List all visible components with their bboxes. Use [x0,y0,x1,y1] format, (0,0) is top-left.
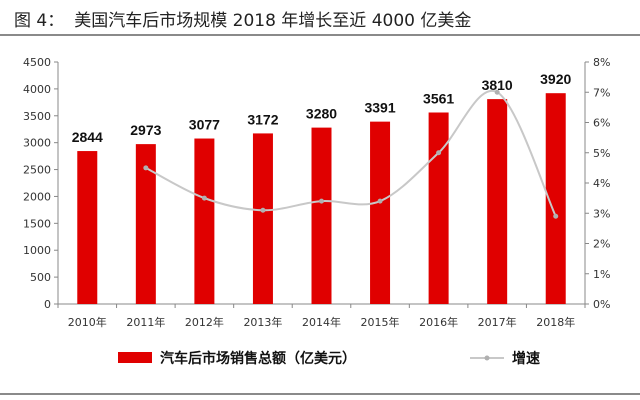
figure-title: 美国汽车后市场规模 2018 年增长至近 4000 亿美金 [74,11,472,31]
right-tick-label: 7% [593,86,610,99]
bar [487,99,508,305]
bar-value-label: 3920 [540,71,571,87]
bar [370,121,391,304]
x-tick-label: 2012年 [185,315,224,329]
left-tick-label: 4000 [23,83,51,96]
bar-value-label: 3077 [189,117,220,133]
right-tick-label: 4% [593,177,610,190]
growth-point [201,195,207,201]
left-tick-label: 2000 [23,190,51,203]
bar [135,144,156,304]
top-rule [0,34,640,36]
right-tick-label: 2% [593,238,610,251]
right-tick-label: 8% [593,56,610,69]
bar-value-label: 3172 [247,111,278,127]
left-tick-label: 3500 [23,110,51,123]
bar [77,151,98,304]
figure-caption: 图 4： 美国汽车后市场规模 2018 年增长至近 4000 亿美金 [14,6,481,31]
bar [252,133,273,304]
growth-point [377,198,383,204]
growth-point [436,150,442,156]
bar-value-label: 3810 [482,77,513,93]
data-labels: 2844 2973 3077 3172 3280 3391 3561 3810 3920 [72,71,572,145]
legend-line-marker [484,355,490,361]
right-tick-label: 6% [593,117,610,130]
x-tick-label: 2016年 [419,315,458,329]
growth-line [143,89,559,219]
bar-value-label: 3391 [364,100,395,116]
right-tick-label: 3% [593,207,610,220]
bar [194,138,215,304]
x-tick-label: 2015年 [361,315,400,329]
x-tick-label: 2017年 [478,315,517,329]
growth-point [319,198,324,204]
left-tick-label: 2500 [23,164,51,177]
bar-value-label: 2844 [72,129,103,145]
bar-value-label: 3280 [306,106,337,122]
right-tick-label: 5% [593,147,610,160]
left-tick-label: 0 [44,298,51,311]
axes: 0 500 1000 1500 2000 2500 3000 3500 4000 4500 0% 1%… [23,56,610,329]
bar [311,127,332,304]
x-tick-label: 2018年 [536,315,575,329]
left-tick-label: 4500 [23,56,51,69]
x-tick-label: 2011年 [126,315,165,329]
bar [545,93,566,305]
bottom-rule [0,393,640,395]
legend-bar-label: 汽车后市场销售总额（亿美元） [160,350,356,367]
left-tick-label: 1500 [23,217,51,230]
bar-value-label: 3561 [423,90,454,106]
legend-bar-swatch [118,352,152,363]
right-tick-label: 0% [593,298,610,311]
legend: 汽车后市场销售总额（亿美元） 增速 [118,350,540,367]
growth-point [553,213,559,219]
growth-point [260,207,266,213]
x-tick-label: 2010年 [68,315,107,329]
right-tick-label: 1% [593,268,610,281]
x-tick-label: 2013年 [243,315,282,329]
left-tick-label: 3000 [23,137,51,150]
growth-point [494,89,500,95]
growth-point [143,165,149,171]
left-tick-label: 500 [30,271,51,284]
legend-line-label: 增速 [512,350,540,367]
left-tick-label: 1000 [23,244,51,257]
bar-value-label: 2973 [130,122,161,138]
x-tick-label: 2014年 [302,315,341,329]
bar [428,112,449,304]
figure-number: 图 4： [14,11,65,31]
bars [77,93,566,305]
